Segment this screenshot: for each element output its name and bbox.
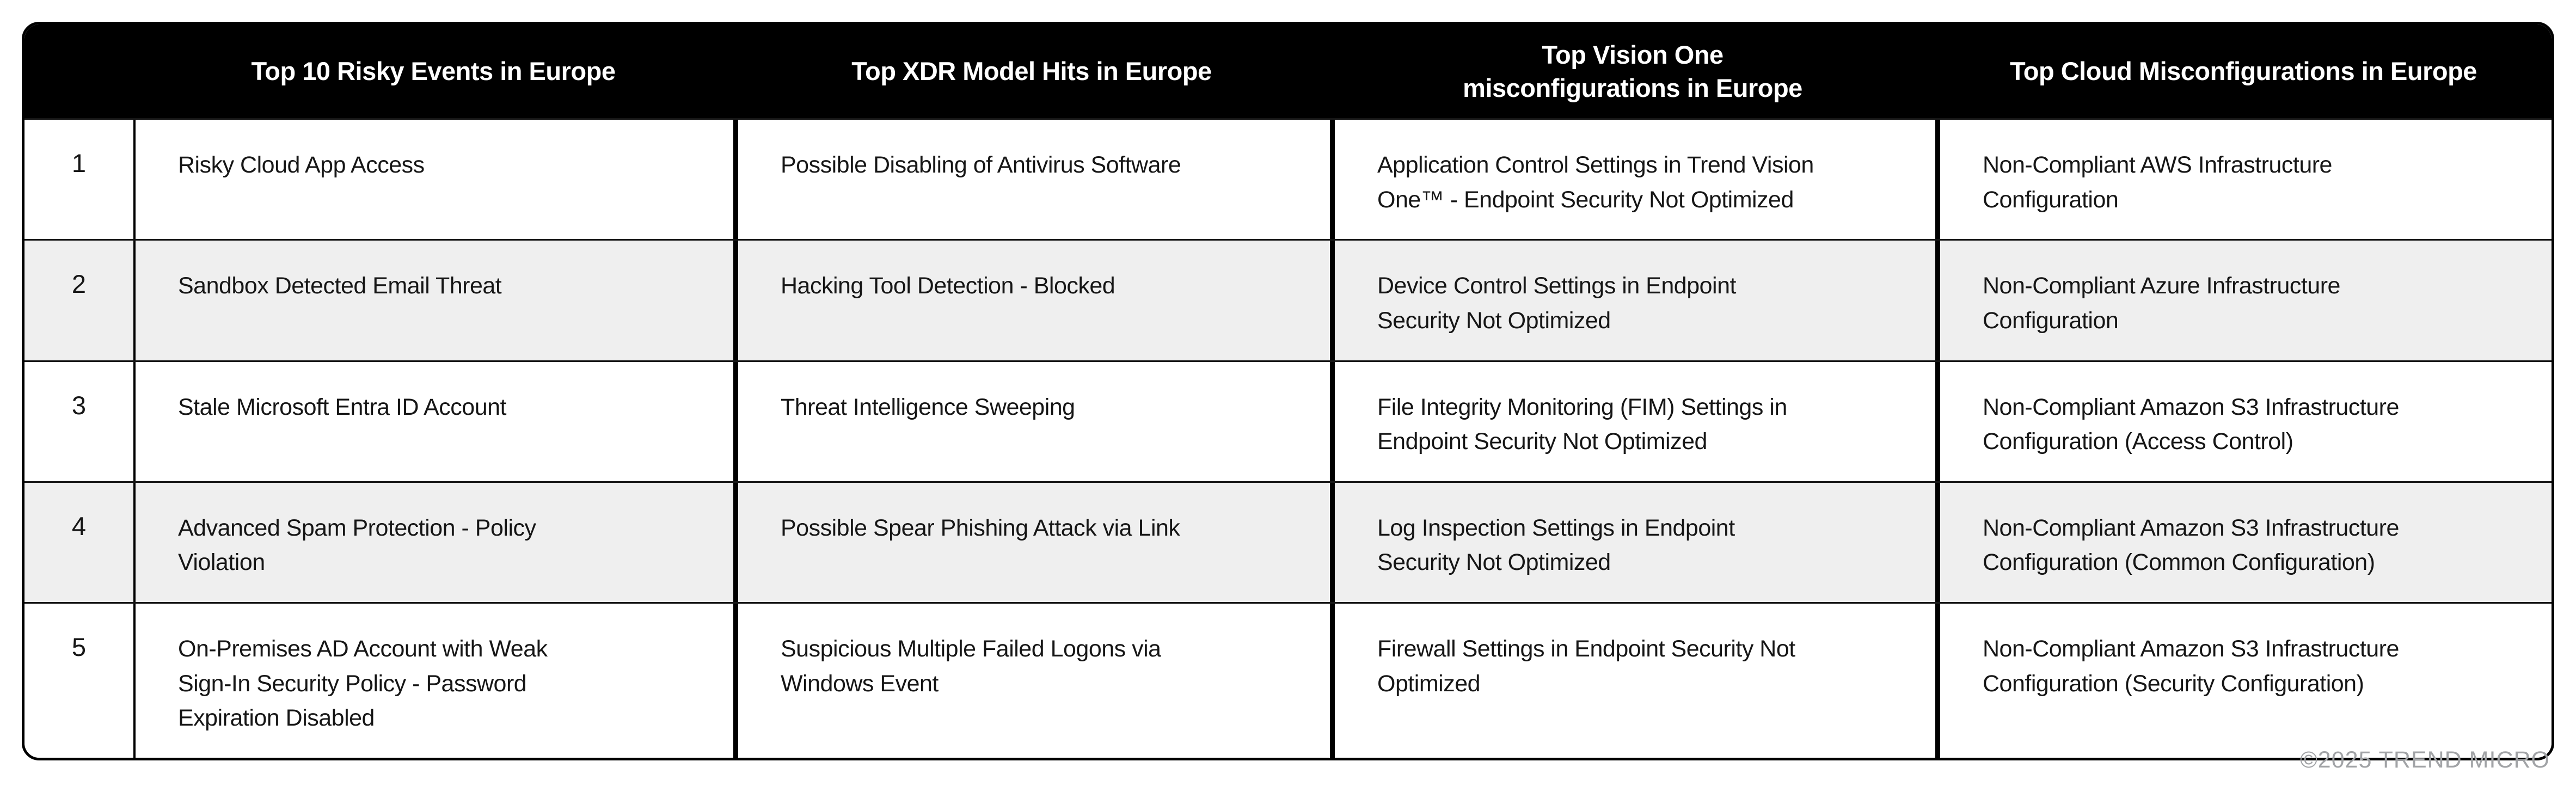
cloud-misconfig-cell: Non-Compliant Azure Infrastructure Confi…: [1935, 241, 2552, 360]
column-header-rank: [24, 24, 133, 118]
rank-cell: 5: [71, 633, 87, 661]
column-header-risky-events: Top 10 Risky Events in Europe: [251, 57, 616, 86]
cloud-misconfig-cell: Non-Compliant Amazon S3 Infrastructure C…: [1935, 361, 2552, 481]
cloud-misconfig-cell: Non-Compliant Amazon S3 Infrastructure C…: [1935, 482, 2552, 602]
cloud-misconfig-cell: Non-Compliant AWS Infrastructure Configu…: [1935, 120, 2552, 240]
rank-cell: 3: [71, 390, 87, 420]
table-row-3: 3 Stale Microsoft Entra ID Account Threa…: [24, 360, 2552, 481]
vision-one-misconfig-cell: Log Inspection Settings in Endpoint Secu…: [1330, 482, 1935, 602]
table-header-row: Top 10 Risky Events in Europe Top XDR Mo…: [24, 24, 2552, 118]
top-risks-table: Top 10 Risky Events in Europe Top XDR Mo…: [22, 22, 2554, 760]
vision-one-misconfig-cell: Application Control Settings in Trend Vi…: [1330, 120, 1935, 240]
vision-one-misconfig-cell: Device Control Settings in Endpoint Secu…: [1330, 241, 1935, 360]
xdr-hit-cell: Hacking Tool Detection - Blocked: [733, 241, 1330, 360]
table-row-1: 1 Risky Cloud App Access Possible Disabl…: [24, 118, 2552, 240]
rank-cell: 2: [71, 269, 87, 299]
rank-cell: 1: [71, 149, 87, 177]
table-row-4: 4 Advanced Spam Protection - Policy Viol…: [24, 481, 2552, 602]
vision-one-misconfig-cell: Firewall Settings in Endpoint Security N…: [1330, 604, 1935, 758]
risky-event-cell: On-Premises AD Account with Weak Sign-In…: [133, 604, 733, 758]
xdr-hit-cell: Possible Disabling of Antivirus Software: [733, 120, 1330, 240]
table-row-5: 5 On-Premises AD Account with Weak Sign-…: [24, 602, 2552, 758]
rank-cell: 4: [71, 511, 87, 541]
vision-one-misconfig-cell: File Integrity Monitoring (FIM) Settings…: [1330, 361, 1935, 481]
xdr-hit-cell: Possible Spear Phishing Attack via Link: [733, 482, 1330, 602]
risky-event-cell: Sandbox Detected Email Threat: [133, 241, 733, 360]
table-row-2: 2 Sandbox Detected Email Threat Hacking …: [24, 239, 2552, 360]
risky-event-cell: Stale Microsoft Entra ID Account: [133, 361, 733, 481]
xdr-hit-cell: Suspicious Multiple Failed Logons via Wi…: [733, 604, 1330, 758]
xdr-hit-cell: Threat Intelligence Sweeping: [733, 361, 1330, 481]
copyright-text: ©2025 TREND MICRO: [2300, 747, 2550, 773]
risky-event-cell: Advanced Spam Protection - Policy Violat…: [133, 482, 733, 602]
column-header-xdr-hits: Top XDR Model Hits in Europe: [851, 57, 1212, 86]
cloud-misconfig-cell: Non-Compliant Amazon S3 Infrastructure C…: [1935, 604, 2552, 758]
column-header-vision-one-misconfigs: Top Vision One misconfigurations in Euro…: [1463, 40, 1802, 102]
column-header-cloud-misconfigs: Top Cloud Misconfigurations in Europe: [2010, 57, 2477, 86]
risky-event-cell: Risky Cloud App Access: [133, 120, 733, 240]
